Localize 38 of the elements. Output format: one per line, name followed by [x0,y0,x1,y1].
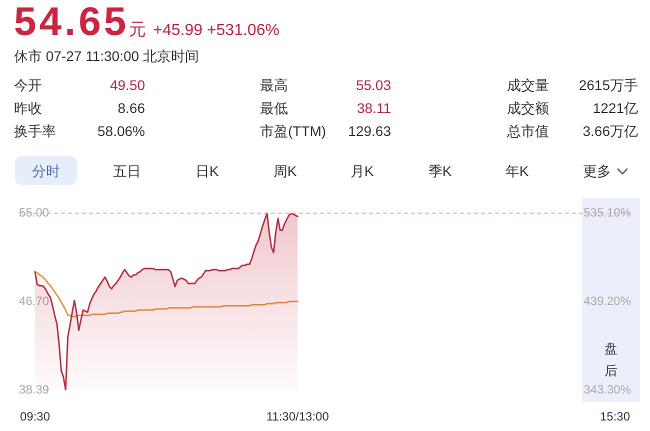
text: 8.66 [118,99,145,117]
text: 五日 [113,162,141,180]
text: 最高 [260,76,288,94]
text: +45.99 +531.06% [153,21,280,41]
text: 2615万手 [578,76,638,94]
text: 成交额 [507,99,549,117]
text: 月K [350,162,374,180]
text: 总市值 [507,122,549,140]
x-tick-label: 11:30/13:00 [266,410,330,424]
text: 38.11 [357,99,391,117]
y-tick-label: 38.39 [19,382,50,396]
text: 49.50 [110,76,145,94]
text: 昨收 [14,99,42,117]
x-tick-label: 09:30 [20,410,50,424]
y2-tick-label: 535.10% [584,206,632,220]
text: 季K [428,162,452,180]
text: 1221亿 [592,99,638,117]
selected-tab: 分时 [15,156,77,185]
text: 55.03 [356,76,391,94]
y-tick-label: 55.00 [19,206,50,220]
text: 最低 [260,99,288,117]
y2-tick-label: 343.30% [584,382,632,396]
text: 日K [195,162,219,180]
text: 周K [273,162,297,180]
text: 129.63 [348,122,391,140]
y-tick-label: 46.70 [19,294,50,308]
text: 58.06% [98,122,145,140]
text: 3.66万亿 [582,122,638,140]
text: 成交量 [507,76,549,94]
text: 换手率 [14,122,56,140]
text: 市盈(TTM) [260,122,326,140]
x-tick-label: 15:30 [600,410,630,424]
text: 今开 [14,76,42,94]
y2-tick-label: 439.20% [584,294,632,308]
text: 年K [505,162,529,180]
chart-subtitle: 休市 07-27 11:30:00 北京时间 [14,47,199,65]
text: 更多 [583,162,611,180]
annotation: 盘后 [604,340,618,380]
